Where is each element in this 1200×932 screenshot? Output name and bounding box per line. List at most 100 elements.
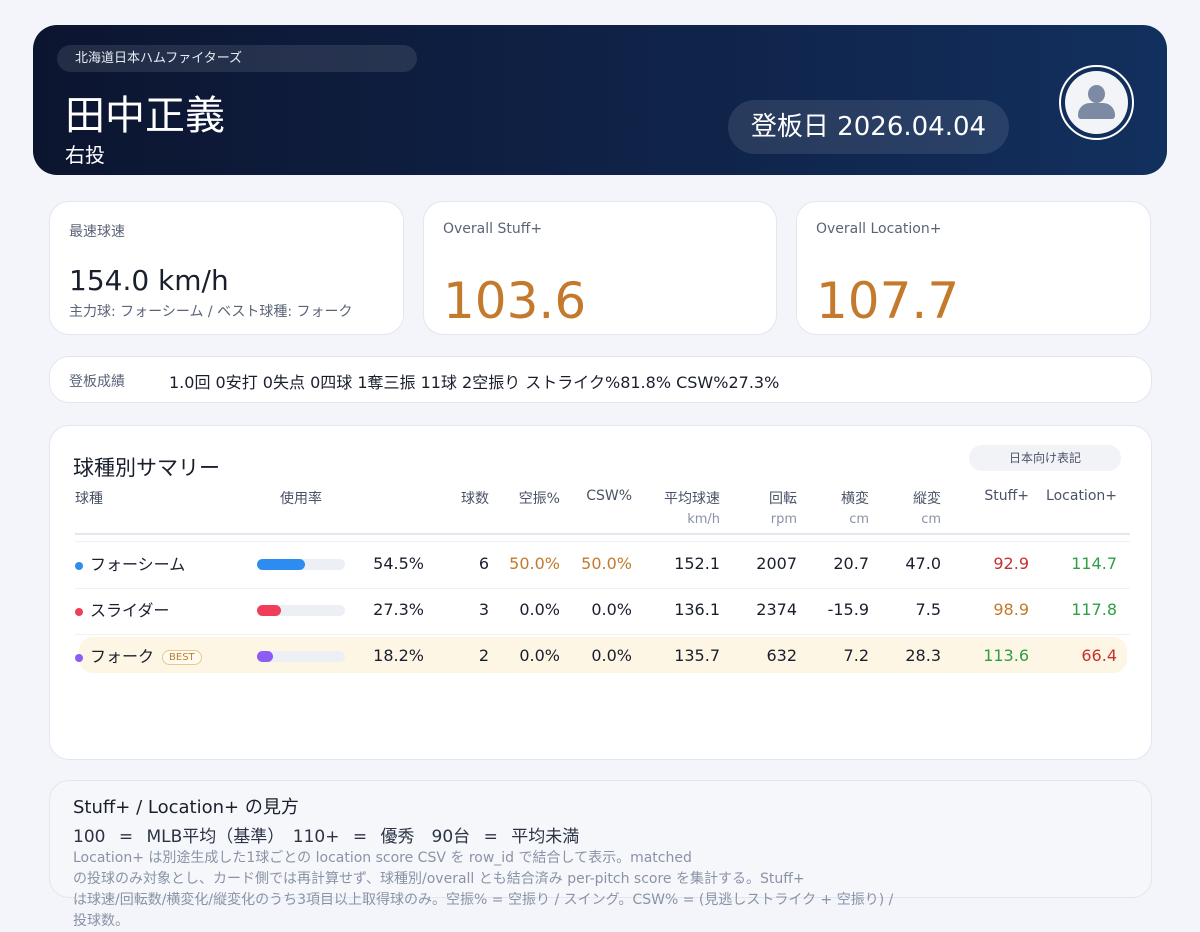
card-value: 103.6: [443, 272, 587, 330]
usage-cell: 54.5%: [373, 553, 424, 573]
divider: [75, 541, 1130, 542]
velocity-cell: 136.1: [674, 599, 720, 619]
card-value: 154.0 km/h: [69, 264, 229, 297]
csw-cell: 0.0%: [591, 599, 632, 619]
pitch-color-dot: [75, 607, 83, 616]
usage-bar-cell: [257, 646, 345, 665]
horizontal-break-cell: 20.7: [833, 553, 869, 573]
usage-cell: 18.2%: [373, 645, 424, 665]
column-title: 球種: [75, 491, 103, 507]
best-row-highlight: [79, 637, 1127, 673]
spin-cell: 632: [766, 645, 797, 665]
notation-toggle-button[interactable]: 日本向け表記: [969, 445, 1121, 471]
column-title: Location+: [1046, 488, 1117, 504]
team-badge: 北海道日本ハムファイターズ: [57, 45, 417, 72]
vertical-break-cell: 47.0: [905, 553, 941, 573]
vertical-break-cell: 7.5: [915, 599, 941, 619]
column-title: Stuff+: [984, 488, 1029, 504]
column-title: 使用率: [280, 491, 322, 507]
column-title: 空振%: [518, 491, 560, 507]
pitcher-header: 北海道日本ハムファイターズ 田中正義 右投 登板日 2026.04.04: [33, 25, 1167, 175]
pitch-name-cell: スライダー: [75, 597, 257, 621]
usage-bar: [257, 604, 345, 616]
max-velocity-card: 最速球速 154.0 km/h 主力球: フォーシーム / ベスト球種: フォー…: [49, 201, 404, 335]
divider: [75, 634, 1130, 635]
column-header: 回転 rpm: [720, 488, 797, 527]
horizontal-break-cell: 7.2: [843, 645, 869, 665]
card-label: Overall Stuff+: [443, 221, 543, 237]
usage-bar: [257, 558, 345, 570]
vertical-break-cell: 28.3: [905, 645, 941, 665]
column-header: 横変 cm: [797, 488, 869, 527]
spin-cell: 2374: [756, 599, 797, 619]
explanation-title: Stuff+ / Location+ の見方: [73, 797, 299, 818]
overall-location-card: Overall Location+ 107.7: [796, 201, 1151, 335]
card-label: 最速球速: [69, 224, 125, 240]
card-label: Overall Location+: [816, 221, 942, 237]
column-title: CSW%: [586, 488, 632, 504]
spin-cell: 2007: [756, 553, 797, 573]
column-header: 使用率: [257, 488, 345, 508]
avatar: [1059, 65, 1134, 140]
usage-bar: [257, 650, 345, 662]
count-cell: 2: [478, 645, 489, 665]
table-header: 球種 使用率 球数 空振% CSW% 平均球速 km/h 回転 rpm 横変 cm 縦変 cm Stuff…: [75, 488, 1130, 527]
column-header: 球数: [424, 488, 489, 508]
pitcher-name: 田中正義: [65, 93, 225, 139]
column-title: 球数: [461, 491, 489, 507]
stuff-plus-cell: 92.9: [993, 553, 1029, 573]
overall-stuff-card: Overall Stuff+ 103.6: [423, 201, 777, 335]
location-plus-cell: 66.4: [1081, 645, 1117, 665]
pitch-name-cell: フォーク BEST: [75, 643, 257, 667]
game-record: 登板成績 1.0回 0安打 0失点 0四球 1奪三振 11球 2空振り ストライ…: [49, 356, 1152, 403]
location-plus-cell: 117.8: [1071, 599, 1117, 619]
game-date: 登板日 2026.04.04: [728, 100, 1009, 154]
usage-cell: 27.3%: [373, 599, 424, 619]
record-value: 1.0回 0安打 0失点 0四球 1奪三振 11球 2空振り ストライク%81.…: [169, 373, 780, 392]
column-title: 横変: [841, 491, 869, 507]
table-row: フォーシーム 54.5% 6 50.0% 50.0% 152.1 2007 20.7 47.0 9…: [75, 543, 1130, 583]
column-header: 空振%: [489, 488, 560, 508]
horizontal-break-cell: -15.9: [827, 599, 869, 619]
column-unit: rpm: [770, 512, 797, 527]
record-label: 登板成績: [69, 374, 125, 390]
pitch-color-dot: [75, 561, 83, 570]
pitch-name: フォーシーム: [90, 555, 186, 574]
column-title: 回転: [769, 491, 797, 507]
usage-bar-fill: [257, 604, 282, 616]
card-sub: 主力球: フォーシーム / ベスト球種: フォーク: [69, 304, 353, 320]
csw-cell: 0.0%: [591, 645, 632, 665]
column-title: 縦変: [913, 491, 941, 507]
usage-bar-fill: [257, 650, 274, 662]
column-unit: km/h: [687, 512, 720, 527]
pitch-name: スライダー: [90, 601, 170, 620]
user-icon: [1065, 71, 1128, 134]
stuff-plus-cell: 113.6: [983, 645, 1029, 665]
count-cell: 3: [478, 599, 489, 619]
velocity-cell: 135.7: [674, 645, 720, 665]
column-unit: cm: [921, 512, 941, 527]
divider: [75, 533, 1130, 535]
table-row: フォーク BEST 18.2% 2 0.0% 0.0% 135.7 632 7.2 28.3 113…: [75, 635, 1130, 675]
column-header: Location+: [1029, 488, 1117, 504]
whiff-cell: 50.0%: [509, 553, 560, 573]
explanation-card: Stuff+ / Location+ の見方 100 = MLB平均（基準） 1…: [49, 780, 1152, 929]
explanation-note: Location+ は別途生成した1球ごとの location score CS…: [73, 850, 894, 929]
velocity-cell: 152.1: [674, 553, 720, 573]
location-plus-cell: 114.7: [1071, 553, 1117, 573]
column-header: CSW%: [560, 488, 632, 504]
pitch-summary-card: 球種別サマリー 日本向け表記 球種 使用率 球数 空振% CSW% 平均球速 km/h 回転 r…: [49, 425, 1152, 760]
pitch-name: フォーク: [90, 647, 155, 666]
pitch-color-dot: [75, 653, 83, 662]
section-title: 球種別サマリー: [73, 456, 220, 480]
pitch-name-cell: フォーシーム: [75, 551, 257, 575]
usage-bar-fill: [257, 558, 305, 570]
usage-bar-cell: [257, 554, 345, 573]
count-cell: 6: [478, 553, 489, 573]
csw-cell: 50.0%: [581, 553, 632, 573]
card-value: 107.7: [816, 272, 960, 330]
whiff-cell: 0.0%: [519, 599, 560, 619]
column-header: 縦変 cm: [869, 488, 941, 527]
best-badge: BEST: [162, 650, 202, 665]
usage-bar-cell: [257, 600, 345, 619]
